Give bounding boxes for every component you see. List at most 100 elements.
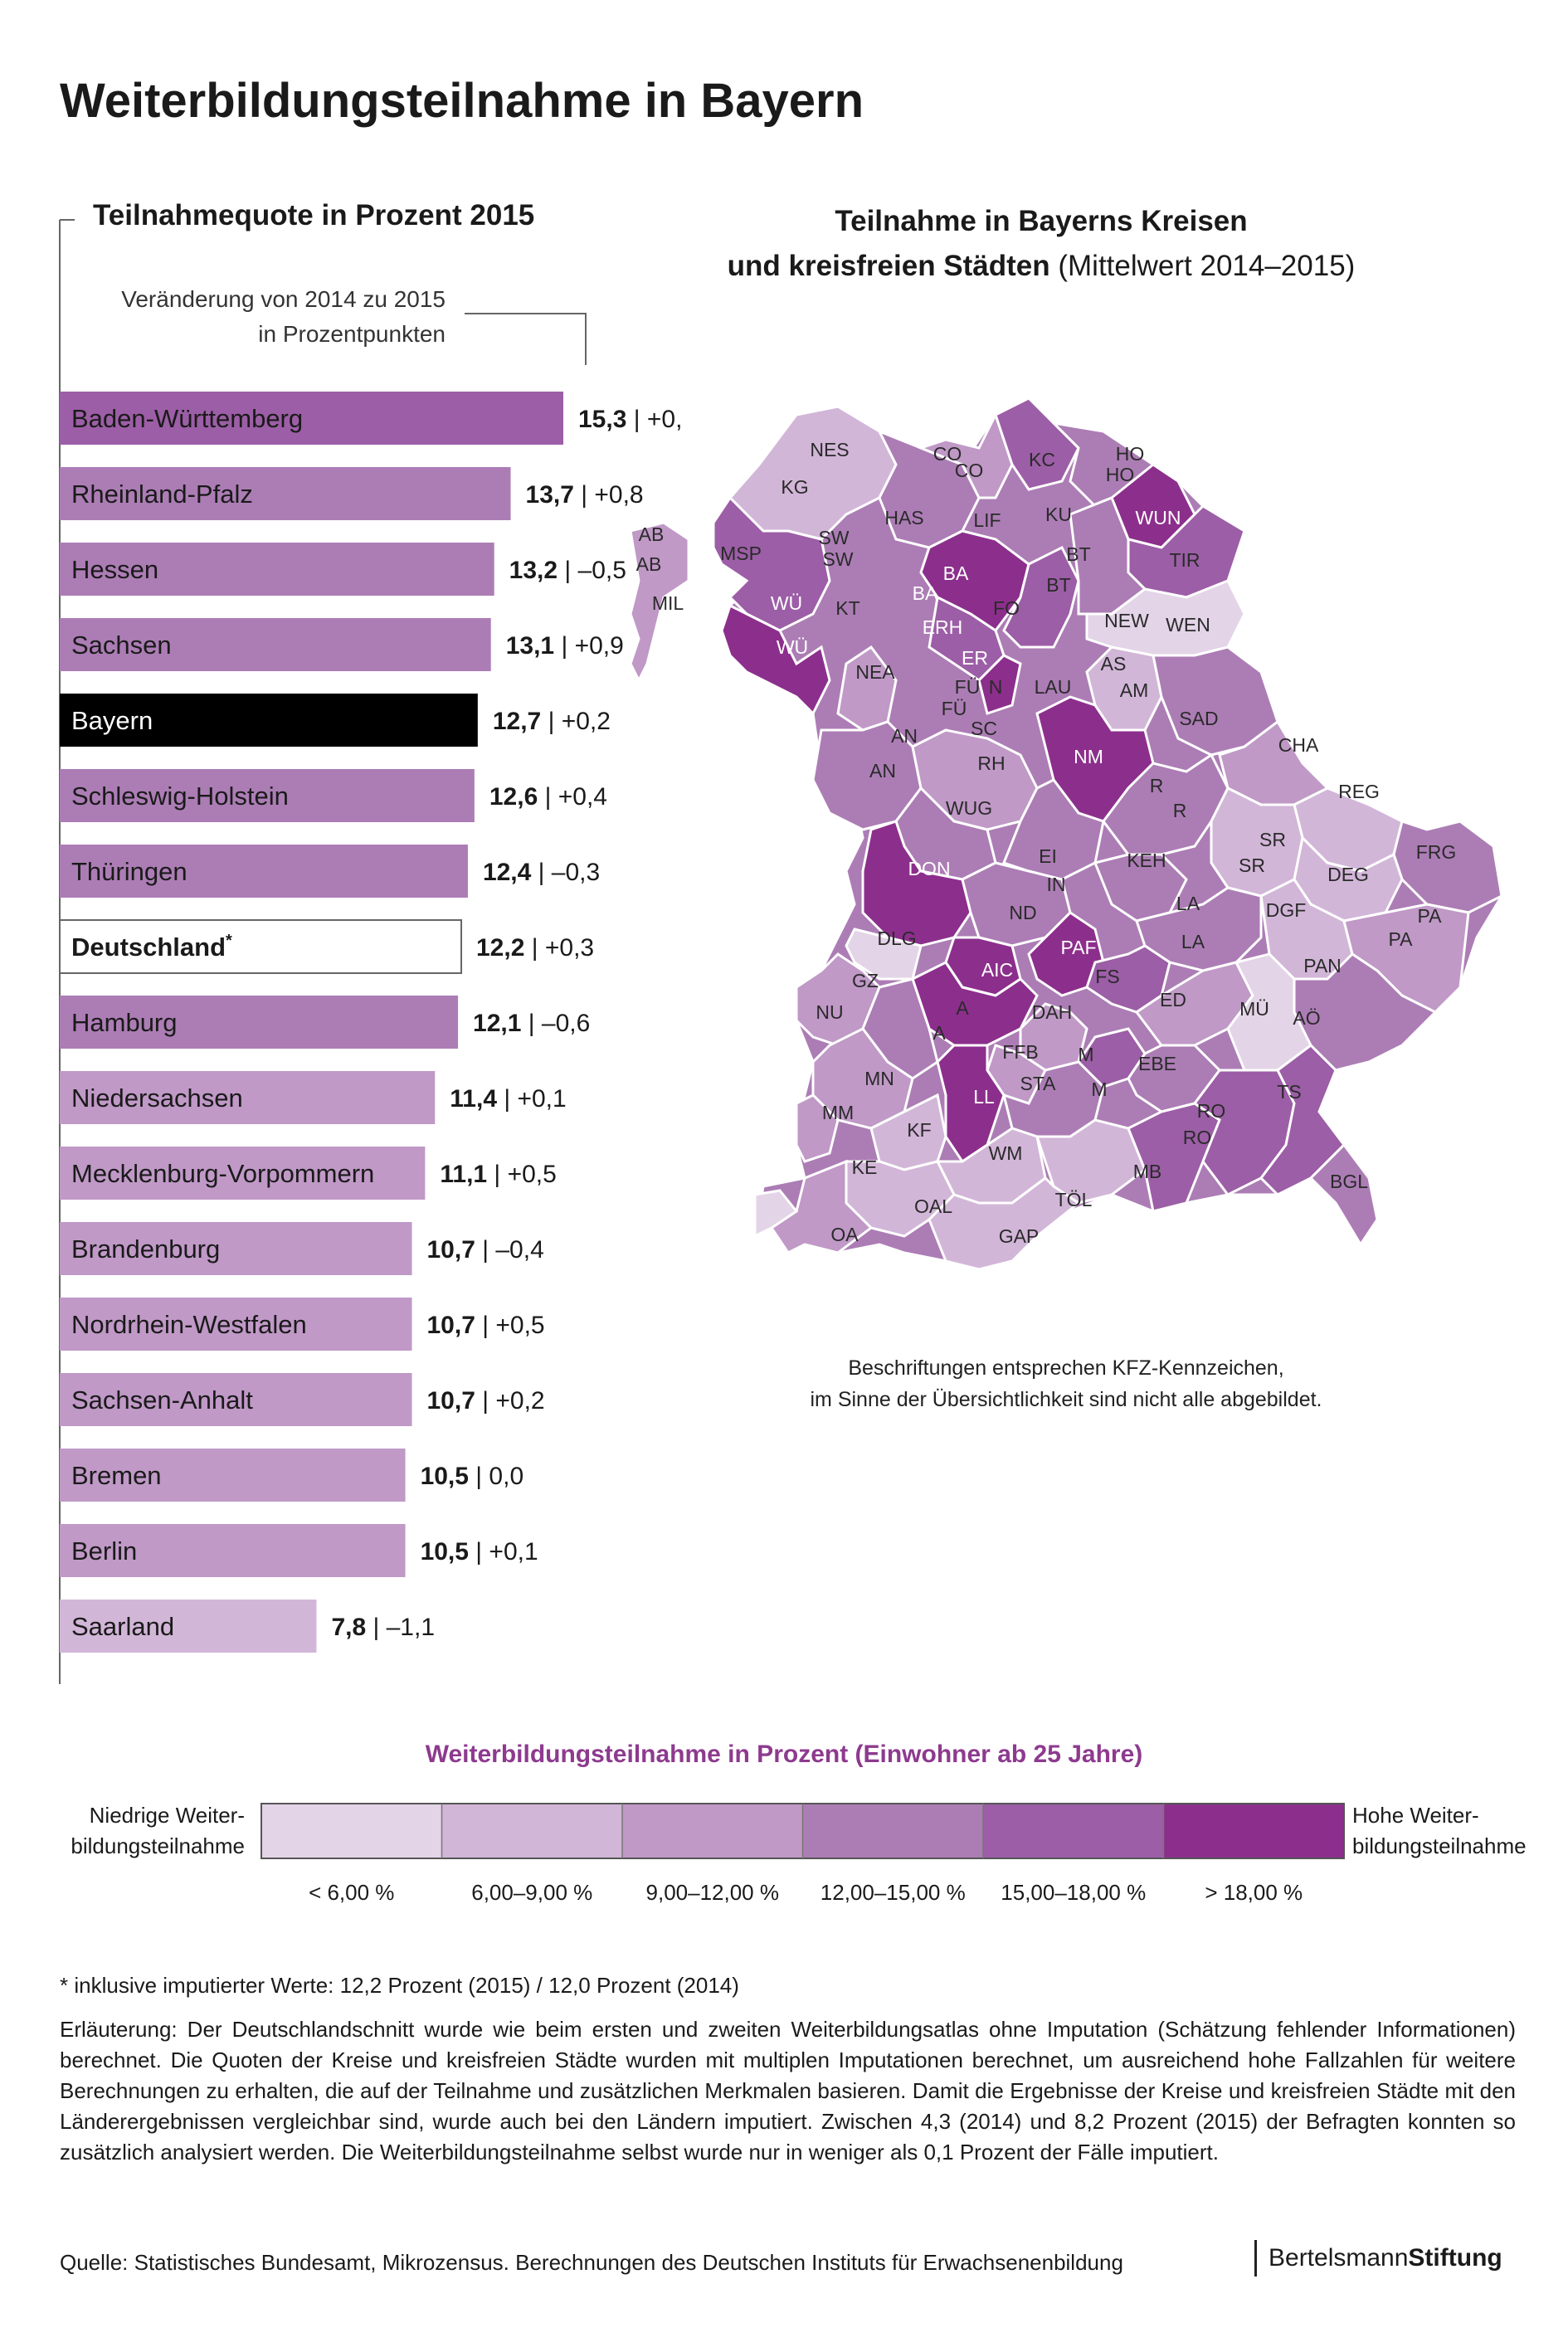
map-label: WUN [1136,507,1181,528]
map-region-ba [919,529,1030,633]
map-label: R [1173,800,1187,821]
bar-value-label: 15,3 | +0,5 [578,406,680,433]
bar-category-label: Brandenburg [71,1234,220,1264]
map-label: REG [1338,781,1380,802]
bar-change-value: +0,9 [575,632,624,660]
bar [60,1524,406,1577]
map-label: SC [971,718,997,739]
explanation-text: Erläuterung: Der Deutschlandschnitt wurd… [60,2017,1516,2165]
legend-low-line2: bildungsteilnahme [71,1833,245,1858]
bar [60,845,468,898]
map-label: PA [1418,905,1443,927]
bar-row: Schleswig-Holstein 12,6 | +0,4 [60,769,607,822]
bar [60,1373,412,1426]
map-label: ERH [923,616,963,638]
map-title-line2-rest: (Mittelwert 2014–2015) [1049,250,1356,282]
map-region-keh [1093,853,1188,923]
bar-value-label: 7,8 | –1,1 [331,1614,435,1641]
map-label: AIC [981,959,1013,981]
map-label: NEW [1104,610,1149,631]
bar-row: Sachsen-Anhalt 10,7 | +0,2 [60,1373,545,1426]
bar-row: Berlin 10,5 | +0,1 [60,1524,538,1577]
map-label: RO [1197,1100,1226,1122]
legend-class-label: < 6,00 % [309,1880,394,1905]
bar-change-value: +0,1 [489,1538,538,1566]
map-label: FO [993,597,1020,619]
change-note-bracket [465,313,587,365]
bar-category-label: Sachsen [71,631,172,660]
bar-separator: | [469,1463,489,1490]
map-label: FÜ [955,676,981,698]
bar [60,1071,436,1124]
bar-category-label: Baden-Württemberg [71,404,303,433]
bar-value: 7,8 [331,1614,366,1641]
bar-value: 10,7 [427,1236,475,1264]
brand-regular: Bertelsmann [1269,2244,1409,2272]
change-note-line1: Veränderung von 2014 zu 2015 [121,286,446,312]
bar-change-value: +0,5 [495,1312,544,1339]
bar-category-label: Rheinland-Pfalz [71,480,253,509]
map-label: BT [1066,543,1090,565]
map-label: M [1078,1044,1093,1065]
bar-value: 13,7 [526,481,574,509]
bar-separator: | [487,1161,507,1188]
map-label: M [1091,1079,1107,1100]
map-label: ED [1160,989,1186,1010]
legend-low-line1: Niedrige Weiter- [89,1803,245,1828]
map-label: TS [1277,1081,1301,1103]
map-title-line1: Teilnahme in Bayerns Kreisen [835,205,1248,237]
map-region-dlg [845,928,923,981]
map-label: SR [1239,855,1265,876]
map-note-line2: im Sinne der Übersichtlichkeit sind nich… [810,1388,1322,1411]
map-label: DLG [877,928,916,949]
map-label: STA [1020,1073,1056,1094]
bar-change-value: +0,3 [545,934,594,962]
legend-class-label: 9,00–12,00 % [646,1880,779,1905]
map-label: FRG [1416,841,1457,863]
map-label: LIF [973,509,1001,531]
bar-row: Hamburg 12,1 | –0,6 [60,996,590,1049]
legend-class-label: 15,00–18,00 % [1001,1880,1146,1905]
map-region-aic [911,961,1039,1047]
bar-separator: | [366,1614,386,1641]
bar-value: 13,2 [509,557,558,584]
map-region-fo [1002,545,1080,649]
bar-row: Bayern 12,7 | +0,2 [60,694,611,747]
bar-value: 12,4 [483,859,532,886]
bar-row: Thüringen 12,4 | –0,3 [60,845,600,898]
map-label: WÜ [771,592,802,614]
bar-separator: | [469,1538,489,1566]
bar-value-label: 12,2 | +0,3 [476,934,594,962]
bar-category-label: Thüringen [71,857,187,886]
map-label: KG [781,476,808,498]
map-label: BA [943,562,969,584]
bar [60,1222,412,1275]
bar-value-label: 10,7 | –0,4 [427,1236,544,1264]
map-label: WM [989,1142,1023,1164]
bar [60,1298,412,1351]
bar-value: 11,4 [450,1085,497,1113]
map-label: LL [973,1086,995,1108]
map-label: KT [835,597,859,619]
bar-value-label: 12,4 | –0,3 [483,859,600,886]
map-label: EI [1039,845,1057,867]
legend-swatch [621,1803,803,1859]
map-label: FS [1095,966,1119,987]
map-label: BT [1046,574,1070,596]
map-label: N [989,676,1003,698]
legend-title: Weiterbildungsteilnahme in Prozent (Einw… [425,1741,1143,1768]
bar-value: 10,7 [427,1387,475,1415]
legend-class-label: 6,00–9,00 % [471,1880,592,1905]
map-region-bgl [1308,1142,1379,1247]
bar [59,919,463,974]
map-label: KF [907,1119,931,1141]
map-label: MB [1133,1161,1162,1182]
legend-swatch [802,1803,984,1859]
map-label: R [1150,775,1164,796]
bar [60,618,491,671]
legend-low-label: Niedrige Weiter- bildungsteilnahme [25,1800,245,1862]
bar-row: Mecklenburg-Vorpommern 11,1 | +0,5 [60,1147,557,1200]
bar-category-label: Niedersachsen [71,1083,243,1113]
bar-change-value: +0,5 [647,406,680,433]
map-label: CO [933,443,962,465]
